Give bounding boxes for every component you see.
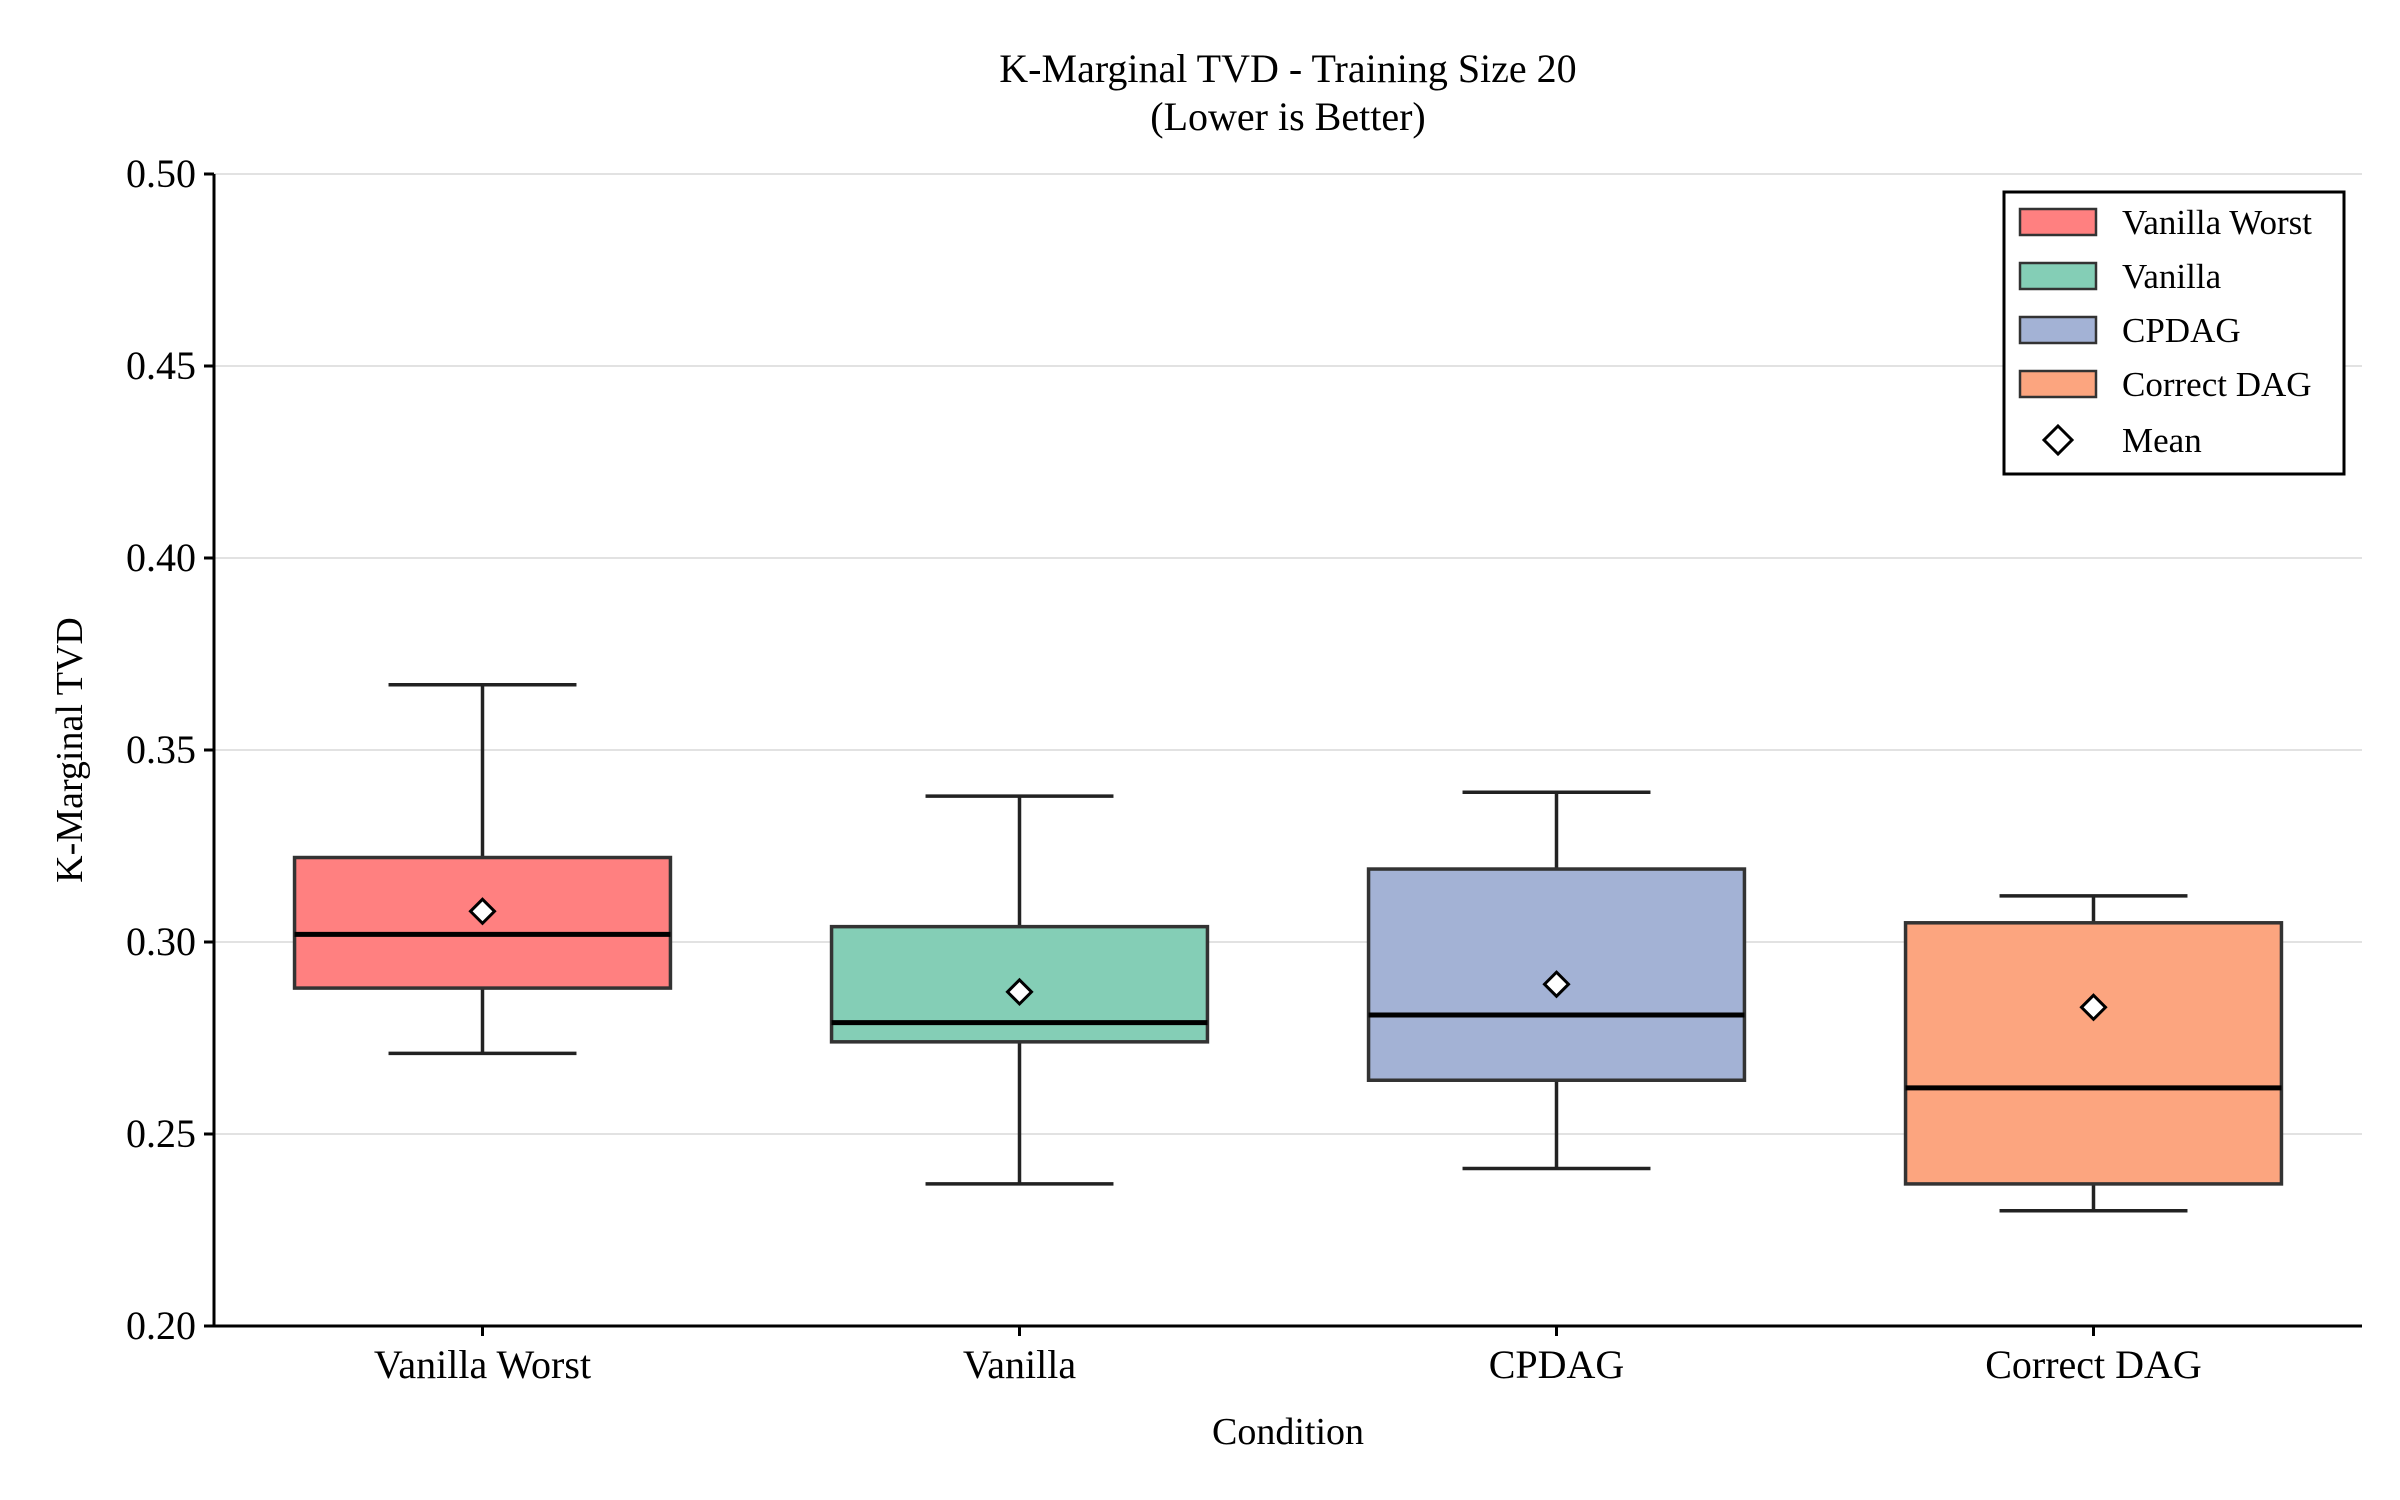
boxes-layer bbox=[292, 682, 2284, 1213]
y-axis-label: K-Marginal TVD bbox=[49, 617, 91, 883]
iqr-box bbox=[1903, 921, 2284, 1186]
x-tick-label: CPDAG bbox=[1489, 1342, 1625, 1387]
y-tick-label: 0.45 bbox=[126, 343, 196, 388]
legend-label-mean: Mean bbox=[2122, 421, 2202, 460]
legend-swatch bbox=[2018, 207, 2098, 237]
y-tick-label: 0.40 bbox=[126, 535, 196, 580]
legend-label: Vanilla Worst bbox=[2122, 203, 2312, 242]
x-tick-label: Vanilla Worst bbox=[374, 1342, 591, 1387]
y-tick-label: 0.35 bbox=[126, 727, 196, 772]
legend-swatch bbox=[2018, 261, 2098, 291]
legend-swatch bbox=[2018, 369, 2098, 399]
box-cpdag bbox=[1366, 790, 1747, 1171]
box-correct-dag bbox=[1903, 894, 2284, 1213]
x-tick-label: Correct DAG bbox=[1985, 1342, 2202, 1387]
box-vanilla-worst bbox=[292, 682, 673, 1056]
chart-subtitle: (Lower is Better) bbox=[1150, 94, 1425, 139]
y-tick-label: 0.30 bbox=[126, 919, 196, 964]
x-ticks: Vanilla Worst Vanilla CPDAG Correct DAG bbox=[374, 1326, 2202, 1387]
legend: Vanilla Worst Vanilla CPDAG Correct DAG Mean bbox=[2002, 190, 2346, 476]
y-tick-label: 0.25 bbox=[126, 1111, 196, 1156]
legend-swatch bbox=[2018, 315, 2098, 345]
y-tick-label: 0.50 bbox=[126, 151, 196, 196]
mean-marker bbox=[1542, 970, 1571, 999]
mean-marker bbox=[2079, 993, 2108, 1022]
legend-label: Vanilla bbox=[2122, 257, 2222, 296]
chart-title: K-Marginal TVD - Training Size 20 bbox=[999, 46, 1576, 91]
x-axis-label: Condition bbox=[1212, 1411, 1364, 1453]
box-vanilla bbox=[829, 794, 1210, 1186]
mean-marker bbox=[1005, 977, 1034, 1007]
y-tick-label: 0.20 bbox=[126, 1303, 196, 1348]
legend-mean-marker bbox=[2041, 423, 2075, 457]
legend-label: CPDAG bbox=[2122, 311, 2241, 350]
x-tick-label: Vanilla bbox=[963, 1342, 1077, 1387]
mean-marker bbox=[468, 897, 497, 926]
legend-label: Correct DAG bbox=[2122, 365, 2312, 404]
y-ticks: 0.20 0.25 0.30 0.35 0.40 0.45 0.50 bbox=[126, 151, 214, 1348]
